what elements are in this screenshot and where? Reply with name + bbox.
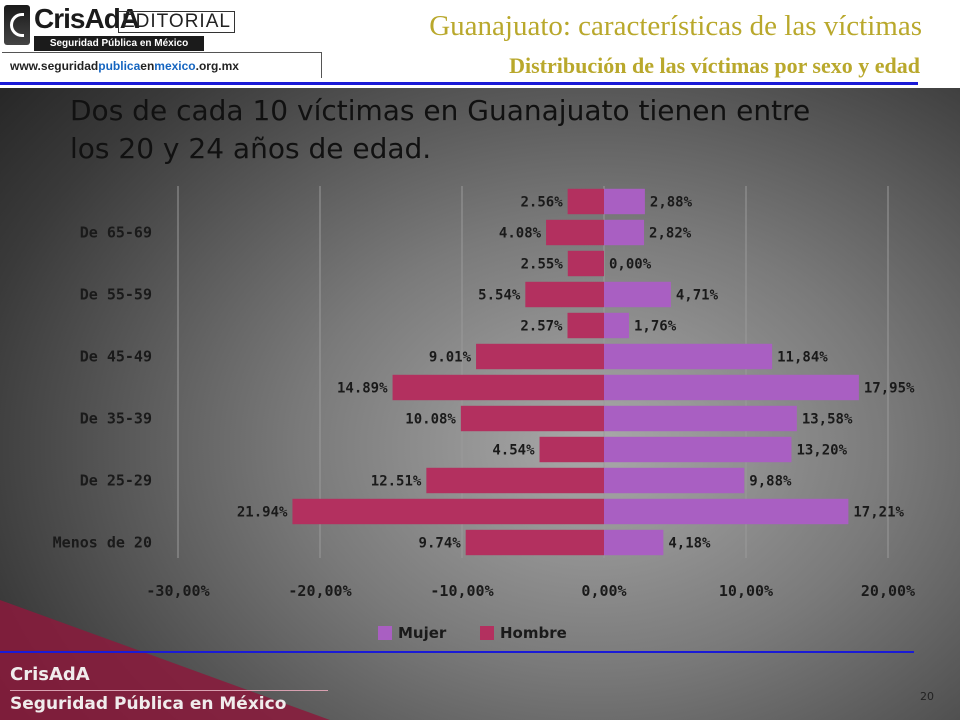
legend-swatch — [480, 626, 494, 640]
mujer-bar — [604, 219, 645, 246]
chart-legend: Mujer Hombre — [378, 624, 567, 642]
hombre-bar — [476, 343, 604, 370]
hombre-bars — [292, 188, 604, 556]
hombre-bar — [567, 312, 604, 339]
mujer-data-label: 9,88% — [749, 474, 792, 490]
mujer-data-label: 2,88% — [650, 195, 693, 211]
mujer-bar — [604, 529, 664, 556]
mujer-data-label: 11,84% — [777, 350, 828, 366]
url-part: en — [140, 59, 155, 73]
mujer-bar — [604, 312, 629, 339]
header-divider — [0, 82, 918, 85]
mujer-bar — [604, 188, 645, 215]
y-tick-labels: Menos de 20 De 25-29 De 35-39 De 45-49 De 55… — [53, 224, 152, 552]
y-tick-label: De 45-49 — [80, 348, 152, 366]
mujer-data-label: 13,58% — [802, 412, 853, 428]
legend-label: Mujer — [398, 624, 447, 642]
mujer-data-label: 17,95% — [864, 381, 915, 397]
mujer-bars — [604, 188, 859, 556]
y-tick-label: Menos de 20 — [53, 534, 152, 552]
x-tick-label: -30,00% — [146, 582, 209, 600]
hombre-data-label: 2.56% — [520, 195, 563, 211]
hombre-bar — [465, 529, 604, 556]
mujer-data-labels: 4,18% 17,21% 9,88%13,20% 13,58% 17,95% 11,84%… — [609, 195, 915, 552]
y-tick-label: De 65-69 — [80, 224, 152, 242]
mujer-data-label: 2,82% — [649, 226, 692, 242]
hombre-bar — [539, 436, 604, 463]
hombre-bar — [392, 374, 604, 401]
mujer-data-label: 0,00% — [609, 257, 652, 273]
footer-divider — [0, 651, 914, 653]
mujer-bar — [604, 374, 859, 401]
x-tick-label: -20,00% — [288, 582, 351, 600]
hombre-bar — [460, 405, 604, 432]
hombre-data-labels: 9.74% 21.94% 12.51% 4.54% 10.08% 14.89% 9.01% 2… — [237, 195, 563, 552]
mujer-bar — [604, 436, 792, 463]
page-subtitle: Distribución de las víctimas por sexo y … — [509, 53, 920, 78]
hombre-data-label: 2.57% — [520, 319, 563, 335]
hombre-data-label: 14.89% — [337, 381, 388, 397]
footer-rule — [10, 690, 328, 691]
mujer-bar — [604, 405, 797, 432]
hombre-data-label: 9.74% — [419, 536, 462, 552]
mujer-bar — [604, 467, 745, 494]
headline-text: Dos de cada 10 víctimas en Guanajuato ti… — [70, 94, 811, 165]
x-tick-label: 20,00% — [861, 582, 915, 600]
y-tick-label: De 55-59 — [80, 286, 152, 304]
mujer-bar — [604, 281, 671, 308]
hombre-data-label: 21.94% — [237, 505, 288, 521]
logo-mark-icon — [4, 5, 30, 45]
hombre-data-label: 10.08% — [405, 412, 456, 428]
hombre-bar — [525, 281, 604, 308]
mujer-data-label: 4,18% — [668, 536, 711, 552]
mujer-data-label: 4,71% — [676, 288, 719, 304]
hombre-bar — [567, 188, 604, 215]
url-part: mexico — [154, 59, 196, 73]
mujer-data-label: 17,21% — [853, 505, 904, 521]
hombre-bar — [546, 219, 604, 246]
hombre-data-label: 4.54% — [492, 443, 535, 459]
url-part: .org.mx — [195, 59, 239, 73]
chart-grid — [177, 186, 889, 558]
decorative-wedge — [0, 600, 330, 720]
y-tick-label: De 25-29 — [80, 472, 152, 490]
page-title: Guanajuato: características de las vícti… — [429, 10, 922, 42]
legend-swatch — [378, 626, 392, 640]
logo-editorial: EDITORIAL — [118, 11, 235, 33]
x-tick-label: 10,00% — [719, 582, 773, 600]
footer-subtitle: Seguridad Pública en México — [10, 694, 287, 714]
hombre-data-label: 12.51% — [371, 474, 422, 490]
x-tick-label: -10,00% — [430, 582, 493, 600]
url-part: www.seguridad — [10, 59, 99, 73]
hombre-bar — [567, 250, 604, 277]
mujer-data-label: 1,76% — [634, 319, 677, 335]
logo-band: Seguridad Pública en México — [34, 36, 204, 51]
logo-name: CrisAdA — [34, 3, 140, 34]
website-link[interactable]: www.seguridadpublicaenmexico.org.mx — [2, 52, 322, 78]
legend-label: Hombre — [500, 624, 567, 642]
y-tick-label: De 35-39 — [80, 410, 152, 428]
url-part: publica — [98, 59, 141, 73]
logo: CrisAdA EDITORIAL Seguridad Pública en M… — [4, 3, 235, 51]
page-number: 20 — [920, 690, 934, 703]
hombre-bar — [426, 467, 604, 494]
mujer-data-label: 13,20% — [796, 443, 847, 459]
x-tick-labels: -30,00% -20,00% -10,00% 0,00% 10,00% 20,00% — [146, 582, 915, 600]
hombre-data-label: 2.55% — [521, 257, 564, 273]
hombre-data-label: 5.54% — [478, 288, 521, 304]
header-bar: CrisAdA EDITORIAL Seguridad Pública en M… — [0, 0, 960, 88]
hombre-bar — [292, 498, 604, 525]
hombre-data-label: 4.08% — [499, 226, 542, 242]
mujer-bar — [604, 498, 849, 525]
footer-brand: CrisAdA — [10, 664, 90, 685]
x-tick-label: 0,00% — [581, 582, 626, 600]
mujer-bar — [604, 343, 773, 370]
hombre-data-label: 9.01% — [429, 350, 472, 366]
